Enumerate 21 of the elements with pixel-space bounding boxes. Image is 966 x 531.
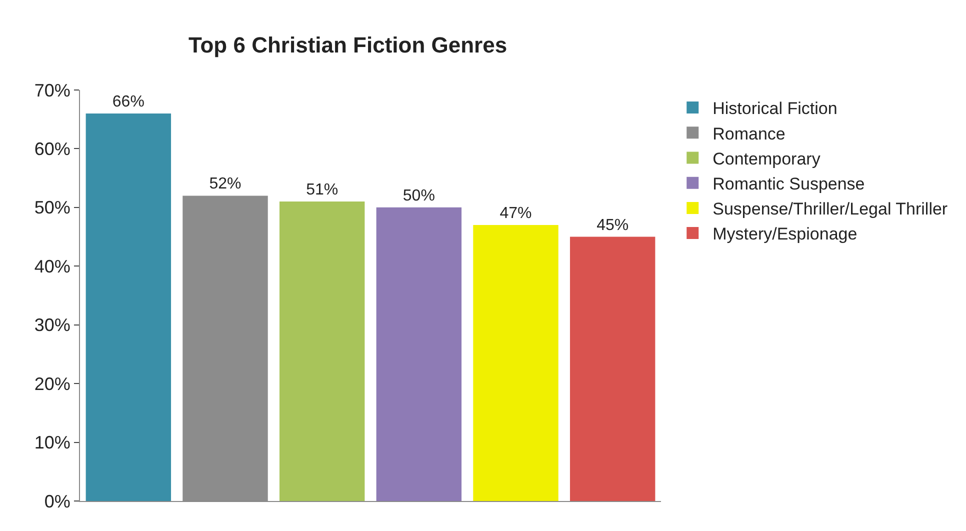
legend-label: Mystery/Espionage [712,224,858,244]
y-tick-label: 0% [44,491,70,512]
legend-label: Contemporary [712,149,821,168]
legend-label: Suspense/Thriller/Legal Thriller [712,200,948,219]
y-tick-label: 20% [34,374,70,394]
data-label: 52% [209,176,242,193]
y-tick-label: 50% [34,198,70,218]
legend-label: Romantic Suspense [712,174,865,194]
data-label: 45% [596,216,629,234]
legend-label: Romance [712,124,786,144]
data-label: 47% [500,205,532,222]
chart-title: Top 6 Christian Fiction Genres [188,32,508,58]
y-tick-label: 60% [34,139,70,160]
data-label: 50% [402,187,435,204]
y-tick-label: 70% [34,80,70,100]
y-tick-label: 40% [34,256,70,276]
data-label: 51% [306,182,338,199]
y-tick-label: 30% [34,315,70,336]
legend-label: Historical Fiction [712,99,838,118]
y-tick-label: 10% [34,432,70,453]
data-label: 66% [112,93,144,110]
